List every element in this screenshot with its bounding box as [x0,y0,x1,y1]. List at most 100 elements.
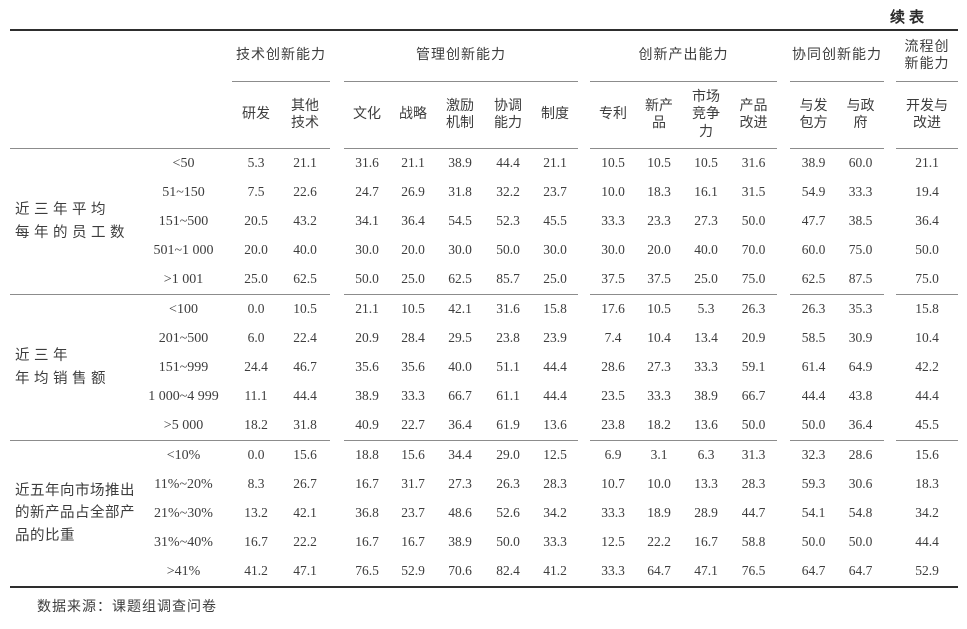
value-cell: 50.0 [915,242,939,258]
value-cell: 30.0 [448,242,472,258]
value-cell: 28.3 [543,476,567,492]
column-gap [777,149,790,179]
column-gap [330,411,344,441]
value-cell: 48.6 [448,505,472,521]
column-gap [777,265,790,295]
column-gap [884,207,896,236]
value-cell: 18.3 [647,184,671,200]
table-body: 近三年平均 每年的员工数 <50 5.3 21.1 31.6 21.1 38.9 44.4 21… [10,148,958,588]
value-cell: 20.9 [355,330,379,346]
value-cell: 19.4 [915,184,939,200]
value-cell: 18.2 [636,411,682,441]
value-cell: 40.9 [344,411,390,441]
column-gap [777,178,790,207]
column-gap [330,324,344,353]
column-group-header: 技术创新能力 [232,29,330,82]
value-cell: 33.3 [590,557,636,588]
value-cell: 21.1 [915,155,939,171]
column-gap [777,324,790,353]
value-cell: 36.4 [436,411,484,441]
column-subheader: 市场 竞争 力 [682,81,730,149]
value-cell: 16.7 [694,534,718,550]
value-cell: 10.5 [647,155,671,171]
value-cell: 31.6 [741,155,766,171]
column-gap [330,29,344,149]
column-gap [777,528,790,557]
value-cell: 75.0 [730,265,777,295]
row-group-label: 近三年平均 每年的员工数 [10,148,135,295]
value-cell: 31.6 [496,301,520,317]
value-cell: 10.5 [694,155,718,171]
value-cell: 33.3 [647,388,671,404]
value-cell: 45.5 [543,213,567,229]
value-cell: 66.7 [448,388,472,404]
value-cell: 15.8 [543,301,567,317]
value-cell: 30.9 [848,330,873,346]
value-cell: 21.1 [293,155,317,171]
column-gap [777,295,790,325]
column-gap [777,557,790,588]
value-cell: 27.3 [647,359,671,375]
row-category: 11%~20% [154,476,213,492]
row-category: 151~999 [158,359,209,375]
table-row: 近三年 年均销售额 <100 0.0 10.5 21.1 10.5 42.1 31.6 15.8… [10,294,958,441]
value-cell: 28.9 [694,505,718,521]
value-cell: 50.0 [741,213,766,229]
column-gap [578,178,590,207]
value-cell: 30.6 [848,476,873,492]
value-cell: 31.8 [280,411,330,441]
value-cell: 16.1 [694,184,718,200]
value-cell: 54.1 [801,505,826,521]
column-gap [884,441,896,471]
value-cell: 24.4 [244,359,268,375]
value-cell: 10.4 [915,330,939,346]
value-cell: 70.6 [436,557,484,588]
row-category: 151~500 [158,213,209,229]
column-gap [777,29,790,149]
value-cell: 13.2 [244,505,268,521]
value-cell: 36.4 [915,213,939,229]
row-category: >5 000 [135,411,232,441]
table-row: 201~500 6.0 22.4 20.9 28.4 29.5 23.8 23.9 7.4 10.… [10,324,958,353]
table-row: 151~999 24.4 46.7 35.6 35.6 40.0 51.1 44.4 28.6 2… [10,353,958,382]
column-subheader: 其他 技术 [280,81,330,149]
row-category: 31%~40% [154,534,213,550]
value-cell: 17.6 [601,301,625,317]
value-cell: 28.4 [401,330,425,346]
value-cell: 38.9 [448,534,472,550]
row-category: >1 001 [135,265,232,295]
table-row: 501~1 000 20.0 40.0 30.0 20.0 30.0 50.0 30.0 30.… [10,236,958,265]
column-gap [330,499,344,528]
value-cell: 50.0 [790,411,837,441]
value-cell: 61.4 [801,359,826,375]
value-cell: 45.5 [896,411,958,441]
value-cell: 54.8 [848,505,873,521]
column-gap [578,528,590,557]
value-cell: 23.8 [496,330,520,346]
value-cell: 54.5 [448,213,472,229]
value-cell: 76.5 [730,557,777,588]
value-cell: 59.1 [741,359,766,375]
value-cell: 60.0 [848,155,873,171]
value-cell: 26.7 [293,476,317,492]
column-subheader: 产品 改进 [730,81,777,149]
value-cell: 52.6 [496,505,520,521]
value-cell: 10.5 [293,301,317,317]
column-gap [578,499,590,528]
value-cell: 31.5 [741,184,766,200]
value-cell: 30.0 [543,242,567,258]
value-cell: 50.0 [496,242,520,258]
value-cell: 25.0 [532,265,578,295]
value-cell: 3.1 [650,447,668,463]
table-row: 21%~30% 13.2 42.1 36.8 23.7 48.6 52.6 34.2 33.3 1… [10,499,958,528]
value-cell: 38.5 [848,213,873,229]
column-gap [884,178,896,207]
value-cell: 20.5 [244,213,268,229]
value-cell: 43.2 [293,213,317,229]
value-cell: 32.3 [801,447,826,463]
value-cell: 47.1 [682,557,730,588]
row-group-label: 近三年 年均销售额 [10,294,135,441]
column-gap [578,411,590,441]
column-gap [884,324,896,353]
column-subheader: 专利 [590,81,636,149]
